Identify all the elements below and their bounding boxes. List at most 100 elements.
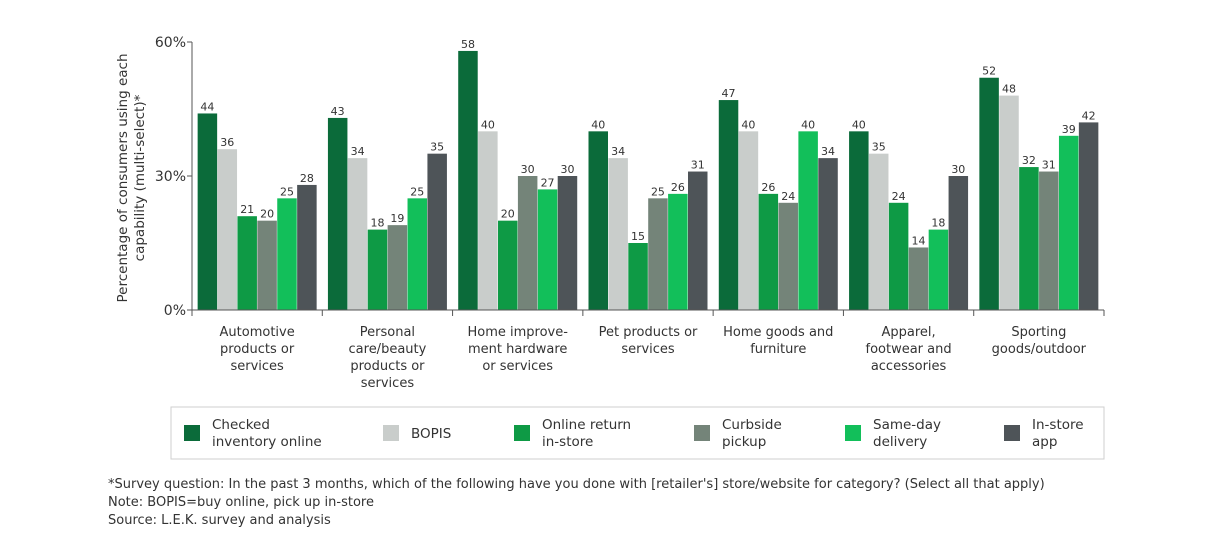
- bar: [648, 198, 668, 310]
- bar: [778, 202, 798, 310]
- bar-value-label: 15: [631, 230, 645, 243]
- y-tick-label: 0%: [164, 303, 186, 319]
- bar: [608, 158, 628, 310]
- y-axis-label-line: capability (multi-select)*: [132, 94, 148, 261]
- bar: [928, 229, 949, 310]
- bar-value-label: 20: [260, 208, 274, 221]
- footnote-note: Note: BOPIS=buy online, pick up in-store: [108, 495, 374, 510]
- bar-value-label: 32: [1022, 154, 1036, 167]
- bar-value-label: 58: [461, 38, 475, 51]
- bar: [628, 243, 648, 310]
- bar-value-label: 52: [982, 65, 996, 78]
- legend-label: Checked inventory online: [212, 417, 322, 450]
- legend-label: BOPIS: [411, 426, 451, 442]
- bar-value-label: 30: [521, 163, 535, 176]
- bar-value-label: 40: [591, 118, 605, 131]
- legend-box: [170, 406, 1105, 460]
- bar: [1039, 171, 1059, 310]
- bar-value-label: 39: [1062, 123, 1076, 136]
- bar: [387, 225, 408, 310]
- bar-value-label: 20: [501, 208, 515, 221]
- bar-value-label: 34: [611, 145, 625, 158]
- footnote-survey-question: *Survey question: In the past 3 months, …: [108, 477, 1045, 492]
- bar: [478, 131, 498, 310]
- bar-value-label: 30: [951, 163, 965, 176]
- bar: [277, 198, 297, 310]
- bar-value-label: 25: [410, 185, 424, 198]
- bar: [1058, 135, 1079, 310]
- bar: [888, 202, 909, 310]
- legend-label: In-store app: [1032, 417, 1084, 450]
- legend-swatch: [1004, 425, 1020, 441]
- x-category-label: Apparel, footwear and accessories: [866, 325, 952, 374]
- bar: [458, 50, 478, 310]
- bar-value-label: 28: [300, 172, 314, 185]
- bar-value-label: 24: [892, 190, 906, 203]
- bar-value-label: 27: [541, 176, 555, 189]
- legend-swatch: [514, 425, 530, 441]
- x-category-label: Home goods and furniture: [723, 325, 833, 357]
- bar-value-label: 14: [912, 234, 926, 247]
- bar: [347, 158, 368, 310]
- bar-value-label: 43: [331, 105, 345, 118]
- bar: [668, 193, 688, 310]
- bar-value-label: 26: [671, 181, 685, 194]
- bar-value-label: 31: [691, 159, 705, 172]
- bar-value-label: 40: [481, 118, 495, 131]
- x-axis: [191, 309, 1105, 316]
- bar-value-label: 25: [651, 185, 665, 198]
- bar: [758, 193, 779, 310]
- bar: [818, 158, 838, 310]
- bar-value-label: 19: [390, 212, 404, 225]
- bar-value-label: 34: [821, 145, 835, 158]
- bar: [588, 131, 608, 310]
- legend: Checked inventory online BOPIS Online retur…: [170, 406, 1105, 460]
- data-labels: 44 43 58 40 47 40 52 36 34 40 34 40 35 48 21 18 20 15 26 24…: [200, 38, 1095, 248]
- bar: [237, 216, 257, 310]
- bar: [257, 220, 277, 310]
- bar-value-label: 24: [781, 190, 795, 203]
- bar: [427, 153, 447, 310]
- bar-value-label: 35: [430, 141, 444, 154]
- bar-value-label: 18: [931, 217, 945, 230]
- legend-swatch: [694, 425, 710, 441]
- legend-label: Online return in-store: [542, 417, 631, 450]
- bar-value-label: 40: [852, 118, 866, 131]
- bar: [367, 229, 388, 310]
- bar: [738, 131, 759, 310]
- bar-value-label: 40: [741, 118, 755, 131]
- bar-value-label: 44: [200, 100, 214, 113]
- x-category-label: Pet products or services: [599, 325, 698, 357]
- bar: [999, 95, 1019, 310]
- bar-value-label: 40: [801, 118, 815, 131]
- bar: [498, 220, 518, 310]
- x-category-label: Personal care/beauty products or services: [349, 325, 427, 391]
- bar: [407, 198, 428, 310]
- bar-value-label: 25: [280, 185, 294, 198]
- legend-swatch: [845, 425, 861, 441]
- legend-swatch: [383, 425, 399, 441]
- legend-label: Same-day delivery: [873, 417, 941, 450]
- legend-swatch: [184, 425, 200, 441]
- bar: [868, 153, 889, 310]
- y-tick-label: 30%: [155, 169, 186, 185]
- bar: [537, 189, 558, 310]
- bar-value-label: 35: [872, 141, 886, 154]
- bar: [557, 176, 578, 310]
- bars: [197, 50, 1099, 311]
- bar-value-label: 21: [240, 203, 254, 216]
- bar: [688, 171, 708, 310]
- x-category-label: Home improve-ment hardware or services: [467, 325, 568, 374]
- bar: [517, 176, 538, 310]
- bar: [297, 184, 317, 310]
- bar: [908, 247, 929, 310]
- bar: [327, 117, 348, 310]
- bar-value-label: 42: [1082, 109, 1096, 122]
- bar-value-label: 18: [370, 217, 384, 230]
- bar: [1019, 167, 1039, 310]
- x-category-label: Automotive products or services: [220, 325, 295, 374]
- bar: [217, 149, 238, 310]
- bar-value-label: 48: [1002, 83, 1016, 96]
- y-axis-label-line: Percentage of consumers using each: [115, 53, 131, 302]
